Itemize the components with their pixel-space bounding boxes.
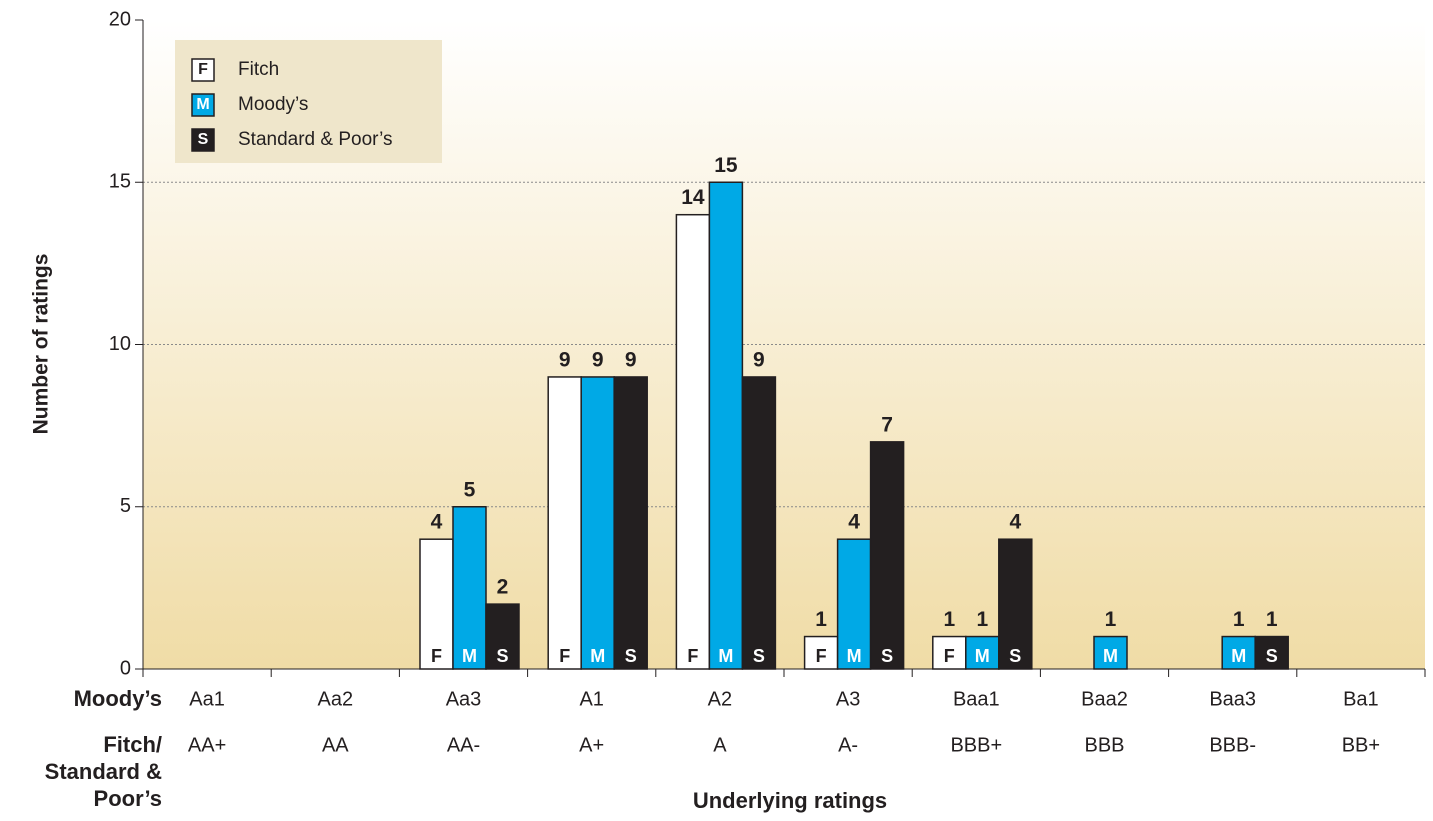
bar — [708, 181, 744, 670]
legend-label: Moody’s — [238, 94, 308, 115]
legend-swatch — [191, 128, 215, 152]
value-label: 15 — [714, 154, 738, 177]
y-tick-label: 5 — [120, 495, 131, 517]
x-tick-label: Baa3 — [1209, 688, 1256, 710]
value-label: 5 — [464, 478, 476, 501]
row-label: Moody’s — [74, 686, 162, 711]
x-tick-label: Baa1 — [953, 688, 1000, 710]
bar — [580, 376, 615, 670]
value-label: 9 — [559, 348, 571, 371]
value-label: 4 — [1009, 511, 1021, 534]
value-label: 1 — [1233, 608, 1245, 631]
value-label: 4 — [431, 511, 443, 534]
row-label-2: Fitch/ — [103, 732, 162, 757]
x-tick-label-2: AA — [322, 734, 349, 756]
bar-marker: F — [559, 646, 570, 666]
legend-marker: S — [198, 131, 209, 148]
legend-box — [175, 40, 442, 163]
y-axis-title: Number of ratings — [30, 254, 53, 435]
bar — [1254, 635, 1289, 670]
bar-marker: S — [1266, 646, 1278, 666]
bar-marker: M — [590, 646, 605, 666]
value-label: 14 — [681, 186, 705, 209]
legend-swatch — [191, 93, 215, 117]
x-tick-label: Baa2 — [1081, 688, 1128, 710]
bar-marker: F — [431, 646, 442, 666]
x-tick-label-2: A+ — [579, 734, 604, 756]
bar-marker: M — [718, 646, 733, 666]
value-label: 7 — [881, 413, 893, 436]
bar — [419, 538, 454, 670]
x-tick-label: Aa3 — [446, 688, 482, 710]
bar-marker: M — [975, 646, 990, 666]
value-label: 9 — [625, 348, 637, 371]
value-label: 1 — [815, 608, 827, 631]
value-label: 9 — [753, 348, 765, 371]
x-tick-label-2: AA+ — [188, 734, 226, 756]
bar — [965, 635, 1000, 670]
y-tick-label: 0 — [120, 657, 131, 679]
y-tick-label: 15 — [109, 171, 131, 193]
value-label: 1 — [976, 608, 988, 631]
value-label: 9 — [592, 348, 604, 371]
bar-marker: M — [462, 646, 477, 666]
bar-marker: M — [1103, 646, 1118, 666]
bar — [675, 213, 711, 670]
bar-marker: S — [1009, 646, 1021, 666]
x-tick-label: Aa1 — [189, 688, 225, 710]
y-tick-label: 10 — [109, 333, 131, 355]
x-tick-label-2: BB+ — [1342, 734, 1380, 756]
row-label-2: Standard & — [45, 759, 162, 784]
bar — [836, 538, 872, 670]
x-tick-label-2: BBB — [1084, 734, 1124, 756]
value-label: 1 — [1105, 608, 1117, 631]
legend-marker: M — [196, 96, 209, 113]
bar-marker: S — [881, 646, 893, 666]
bar — [485, 603, 520, 670]
legend-marker: F — [198, 61, 208, 78]
x-tick-label-2: A — [713, 734, 727, 756]
bar — [869, 441, 905, 670]
x-tick-label-2: BBB- — [1209, 734, 1256, 756]
bar-marker: M — [1231, 646, 1246, 666]
x-tick-label: Ba1 — [1343, 688, 1379, 710]
bar — [1221, 635, 1256, 670]
legend-label: Standard & Poor’s — [238, 129, 393, 150]
value-label: 4 — [848, 511, 860, 534]
x-axis-title: Underlying ratings — [693, 788, 887, 813]
bar-marker: F — [687, 646, 698, 666]
x-tick-label: Aa2 — [318, 688, 354, 710]
bar — [613, 376, 648, 670]
bar-marker: S — [753, 646, 765, 666]
bar-marker: S — [496, 646, 508, 666]
x-tick-label: A2 — [708, 688, 732, 710]
bar — [741, 376, 777, 670]
bar — [452, 506, 487, 670]
bar — [998, 538, 1033, 670]
x-tick-label-2: A- — [838, 734, 858, 756]
row-label-2: Poor’s — [94, 786, 162, 811]
x-tick-label-2: AA- — [447, 734, 480, 756]
value-label: 1 — [943, 608, 955, 631]
x-tick-label: A1 — [579, 688, 603, 710]
value-label: 2 — [497, 576, 509, 599]
value-label: 1 — [1266, 608, 1278, 631]
bar-marker: F — [944, 646, 955, 666]
bar — [803, 635, 839, 670]
y-tick-label: 20 — [109, 8, 131, 30]
bar — [1093, 635, 1128, 670]
bar-marker: M — [847, 646, 862, 666]
bar-marker: S — [625, 646, 637, 666]
legend-label: Fitch — [238, 59, 279, 80]
bar — [547, 376, 582, 670]
x-tick-label: A3 — [836, 688, 860, 710]
x-tick-label-2: BBB+ — [950, 734, 1002, 756]
legend-swatch — [191, 58, 215, 82]
bar-marker: F — [816, 646, 827, 666]
